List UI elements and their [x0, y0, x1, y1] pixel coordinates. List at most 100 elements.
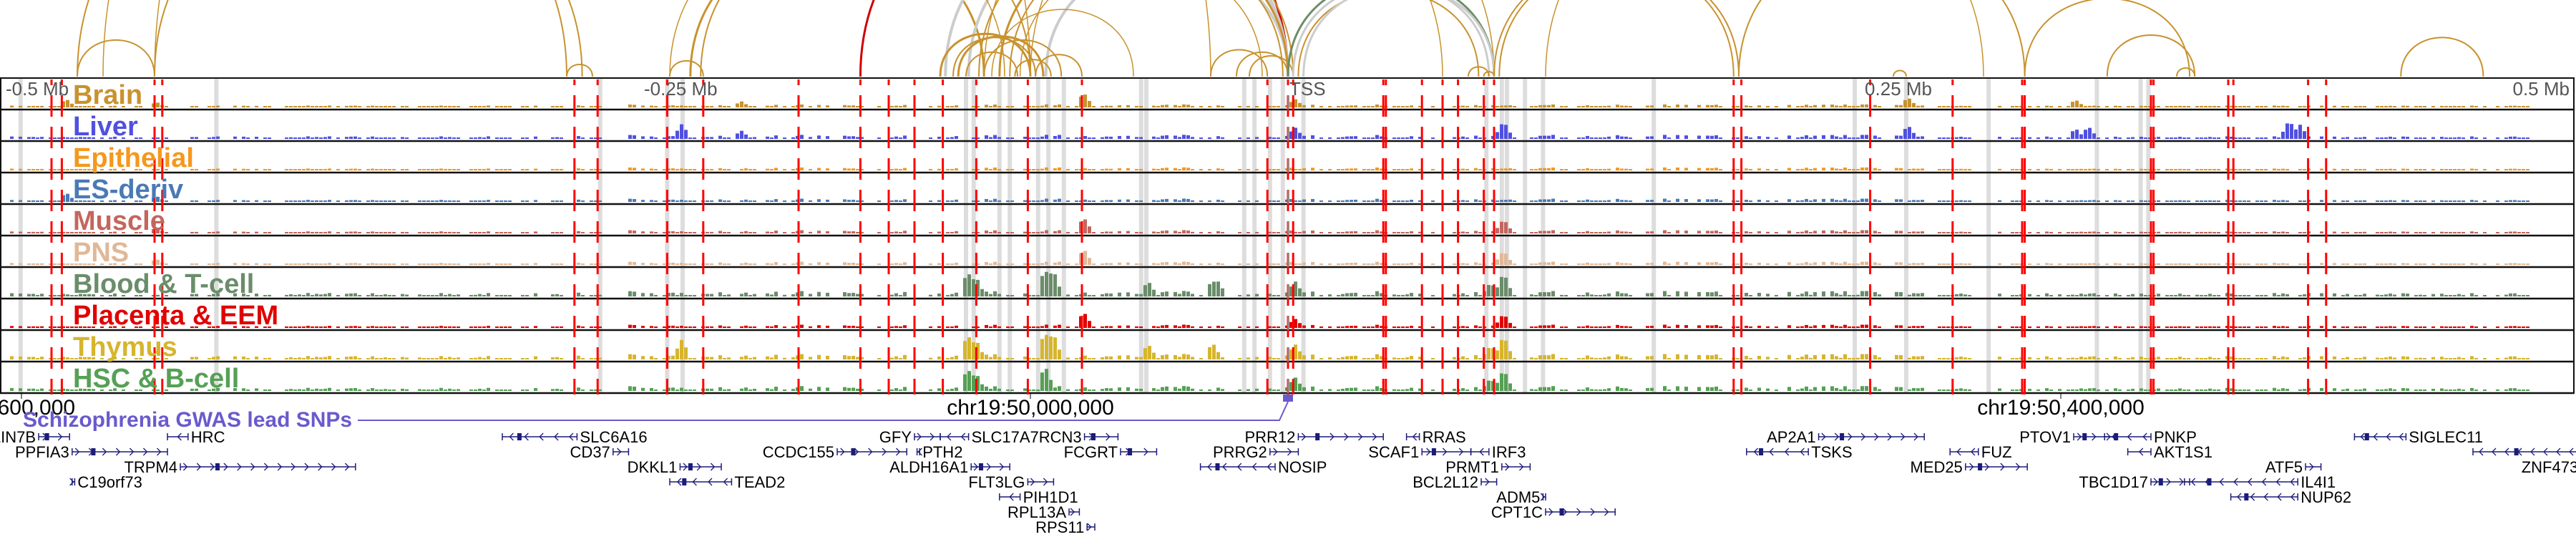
signal-bar — [1311, 291, 1314, 296]
signal-bar — [706, 294, 709, 296]
signal-bar — [1865, 261, 1868, 265]
signal-bar — [1839, 137, 1843, 139]
signal-bar — [10, 136, 14, 139]
signal-bar — [1946, 358, 1950, 359]
signal-bar — [1865, 135, 1868, 139]
signal-bar — [495, 358, 499, 359]
signal-bar — [2513, 388, 2517, 391]
signal-bar — [1865, 198, 1868, 202]
signal-bar — [985, 386, 988, 391]
signal-bar — [2376, 263, 2379, 265]
signal-bar — [1397, 390, 1400, 391]
signal-bar — [1319, 295, 1323, 296]
signal-bar — [1174, 135, 1177, 139]
signal-bar — [744, 292, 748, 296]
signal-bar — [1577, 326, 1581, 328]
signal-bar — [1710, 199, 1714, 202]
signal-bar — [1405, 137, 1409, 139]
signal-bar — [353, 105, 357, 107]
signal-bar — [19, 105, 22, 107]
signal-bar — [1392, 357, 1396, 359]
signal-bar — [1946, 106, 1950, 107]
signal-bar — [1878, 137, 1881, 139]
signal-bar — [2079, 326, 2083, 328]
track-label: Muscle — [73, 206, 165, 236]
signal-bar — [1667, 137, 1671, 139]
signal-bar — [1830, 354, 1834, 359]
signal-bar — [2170, 390, 2173, 391]
signal-bar — [1392, 326, 1396, 328]
signal-bar — [1354, 325, 1357, 328]
signal-bar — [1839, 263, 1843, 265]
interaction-arc — [944, 0, 1289, 77]
signal-bar — [1963, 232, 1967, 233]
signal-bar — [860, 169, 864, 170]
signal-bar — [1813, 105, 1817, 107]
signal-bar — [1367, 390, 1370, 391]
signal-bar — [1174, 325, 1177, 328]
signal-bar — [1599, 263, 1602, 265]
interaction-arc — [991, 9, 1134, 77]
signal-bar — [1161, 168, 1164, 170]
signal-bar — [555, 357, 559, 359]
signal-bar — [1221, 106, 1224, 107]
signal-bar — [1337, 326, 1340, 328]
signal-bar — [1431, 137, 1435, 139]
signal-bar — [800, 354, 804, 359]
signal-bar — [1465, 200, 1469, 202]
signal-bar — [1268, 357, 1272, 359]
signal-bar — [2212, 200, 2216, 202]
signal-bar — [1066, 357, 1070, 359]
signal-bar — [426, 169, 430, 170]
signal-bar — [2341, 263, 2345, 265]
signal-bar — [1603, 137, 1606, 139]
signal-bar — [504, 106, 507, 107]
signal-bar — [727, 232, 731, 233]
signal-bar — [242, 168, 245, 170]
signal-bar — [993, 168, 997, 170]
signal-bar — [1607, 356, 1611, 359]
signal-bar — [53, 106, 57, 107]
signal-bar — [680, 124, 683, 139]
signal-bar — [1152, 136, 1156, 139]
signal-bar — [1053, 337, 1057, 359]
signal-bar — [555, 137, 559, 139]
signal-bar — [2406, 294, 2409, 296]
signal-bar — [2380, 390, 2384, 391]
signal-bar — [2187, 106, 2190, 107]
signal-bar — [1221, 232, 1224, 233]
signal-bar — [195, 231, 198, 233]
signal-bar — [2105, 295, 2109, 296]
signal-bar — [1921, 356, 1924, 359]
signal-bar — [1375, 167, 1379, 170]
signal-bar — [594, 326, 597, 328]
interaction-arc — [566, 63, 593, 77]
signal-bar — [581, 390, 585, 391]
signal-bar — [2195, 294, 2199, 296]
signal-bar — [1775, 326, 1778, 328]
strand-arrow-right-icon — [182, 463, 188, 471]
signal-bar — [2285, 200, 2289, 202]
track-label: Blood & T-cell — [73, 269, 254, 299]
strand-arrow-right-icon — [304, 463, 309, 471]
signal-bar — [504, 263, 507, 265]
signal-bar — [985, 324, 988, 328]
signal-bar — [2462, 169, 2465, 170]
signal-bar — [1921, 231, 1924, 233]
signal-bar — [336, 390, 340, 391]
signal-bar — [997, 137, 1001, 139]
signal-bar — [688, 106, 692, 107]
signal-bar — [426, 390, 430, 391]
signal-bar — [675, 169, 679, 170]
signal-bar — [2127, 106, 2130, 107]
signal-bar — [1513, 106, 1516, 107]
signal-bar — [422, 358, 426, 359]
gene-ppfia3: PPFIA3 — [15, 443, 168, 461]
signal-bar — [800, 230, 804, 233]
signal-bar — [1058, 286, 1061, 296]
signal-bar — [388, 263, 391, 265]
signal-bar — [358, 295, 361, 296]
signal-bar — [1083, 219, 1087, 233]
signal-bar — [371, 231, 374, 233]
signal-bar — [122, 358, 125, 359]
